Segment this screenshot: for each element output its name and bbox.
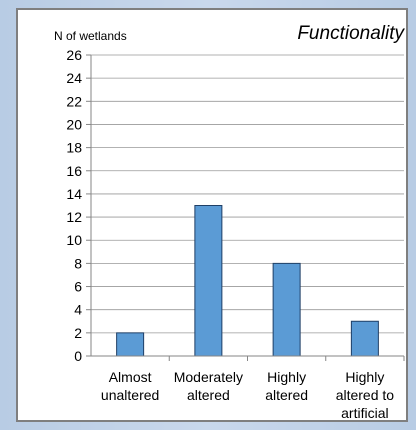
- bar: [350, 320, 379, 357]
- y-tick-label: 14: [66, 186, 82, 202]
- y-tick-label: 16: [66, 163, 82, 179]
- y-tick-label: 8: [74, 255, 82, 271]
- chart-title: Functionality: [297, 23, 405, 44]
- bar: [116, 332, 145, 357]
- y-tick-label: 10: [66, 232, 82, 248]
- y-tick-label: 4: [74, 302, 82, 318]
- y-tick-label: 24: [66, 70, 82, 86]
- gridlines: [91, 54, 404, 334]
- y-axis-label: N of wetlands: [54, 29, 127, 43]
- bar-chart: N of wetlands Functionality 024681012141…: [54, 23, 405, 421]
- y-tick-label: 26: [66, 47, 82, 63]
- y-tick-label: 6: [74, 279, 82, 295]
- x-tick-label: Almost unaltered: [101, 369, 159, 403]
- y-tick-label: 0: [74, 348, 82, 364]
- bar: [272, 262, 301, 357]
- y-tick-label: 2: [74, 325, 82, 341]
- chart-frame: N of wetlands Functionality 0 2 4 6 8 10 12 14 1…: [16, 8, 408, 422]
- y-tick-label: 20: [66, 116, 82, 132]
- y-tick-label: 12: [66, 209, 82, 225]
- y-tick-label: 18: [66, 140, 82, 156]
- x-tick-label: Highly altered: [265, 369, 308, 403]
- bars: [116, 205, 379, 357]
- x-tick-labels: Almost unaltered Moderately altered Highly al…: [101, 356, 405, 421]
- y-tick-label: 22: [66, 93, 82, 109]
- bar: [194, 205, 223, 357]
- x-tick-label: Highly altered to artificial: [336, 369, 395, 421]
- x-tick-label: Moderately altered: [174, 369, 243, 403]
